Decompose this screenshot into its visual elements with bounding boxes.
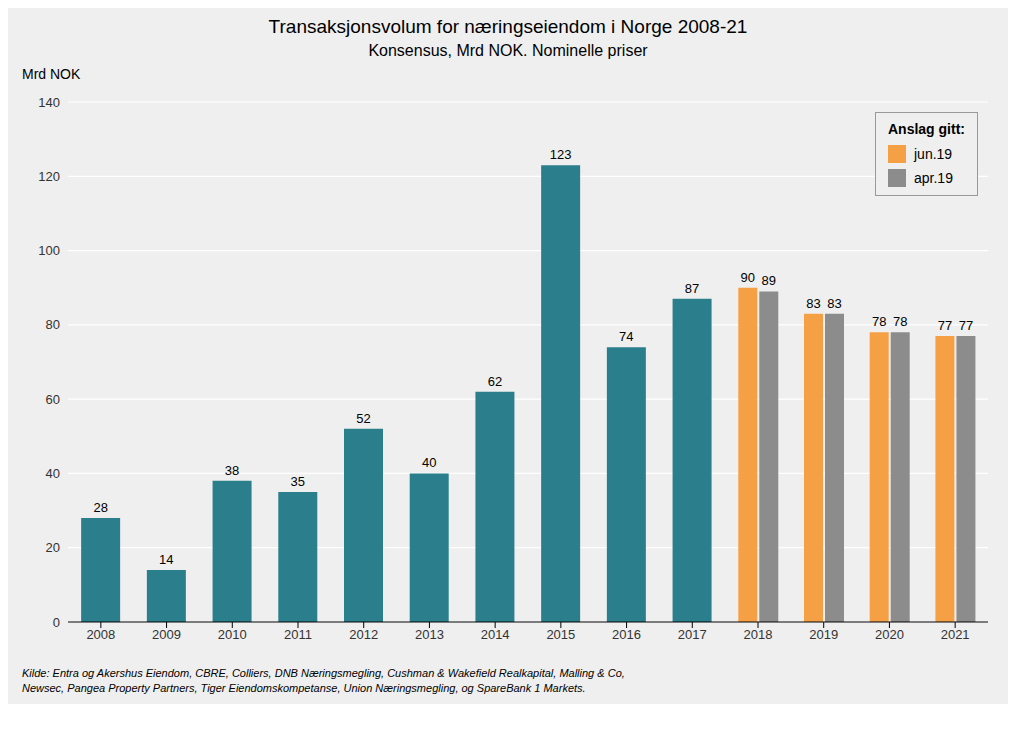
svg-text:90: 90 (741, 270, 755, 285)
svg-text:35: 35 (291, 474, 305, 489)
svg-text:2016: 2016 (612, 627, 641, 642)
svg-text:52: 52 (356, 411, 370, 426)
svg-text:2013: 2013 (415, 627, 444, 642)
html-text:Konsensus, Mrd NOK. Nominelle: Konsensus, Mrd NOK. Nominelle priser (368, 42, 648, 59)
svg-text:20: 20 (46, 540, 60, 555)
svg-text:2017: 2017 (678, 627, 707, 642)
svg-text:120: 120 (38, 169, 60, 184)
svg-text:77: 77 (959, 318, 973, 333)
html-text:jun.19: jun.19 (914, 146, 953, 162)
svg-text:80: 80 (46, 317, 60, 332)
svg-text:100: 100 (38, 243, 60, 258)
svg-text:0: 0 (53, 615, 60, 630)
svg-text:60: 60 (46, 392, 60, 407)
svg-text:78: 78 (893, 314, 907, 329)
svg-text:83: 83 (806, 296, 820, 311)
svg-text:2015: 2015 (546, 627, 575, 642)
svg-text:40: 40 (422, 455, 436, 470)
html-text:Kilde: Entra og Akershus Eiend: Kilde: Entra og Akershus Eiendom, CBRE, … (22, 667, 625, 679)
svg-text:123: 123 (550, 147, 572, 162)
svg-text:2014: 2014 (481, 627, 510, 642)
svg-text:2021: 2021 (941, 627, 970, 642)
html-text:Transaksjonsvolum for næringse: Transaksjonsvolum for næringseiendom i N… (268, 16, 748, 37)
svg-text:38: 38 (225, 463, 239, 478)
svg-text:2008: 2008 (86, 627, 115, 642)
svg-text:2011: 2011 (284, 627, 312, 642)
svg-text:14: 14 (159, 552, 173, 567)
svg-text:2018: 2018 (744, 627, 773, 642)
svg-text:28: 28 (93, 500, 107, 515)
html-text:Mrd NOK: Mrd NOK (22, 66, 81, 82)
svg-text:2010: 2010 (218, 627, 247, 642)
html-text:Anslag gitt:: Anslag gitt: (888, 121, 965, 137)
svg-text:2020: 2020 (875, 627, 904, 642)
svg-text:40: 40 (46, 466, 60, 481)
html-text:apr.19: apr.19 (914, 170, 953, 186)
html-text:Newsec, Pangea Property Partne: Newsec, Pangea Property Partners, Tiger … (22, 682, 586, 694)
svg-text:140: 140 (38, 95, 60, 110)
svg-text:77: 77 (938, 318, 952, 333)
svg-text:74: 74 (619, 329, 633, 344)
svg-text:83: 83 (827, 296, 841, 311)
svg-text:2012: 2012 (349, 627, 378, 642)
svg-text:62: 62 (488, 374, 502, 389)
svg-text:2019: 2019 (809, 627, 838, 642)
svg-text:2009: 2009 (152, 627, 181, 642)
svg-text:89: 89 (762, 273, 776, 288)
svg-text:78: 78 (872, 314, 886, 329)
svg-text:87: 87 (685, 281, 699, 296)
